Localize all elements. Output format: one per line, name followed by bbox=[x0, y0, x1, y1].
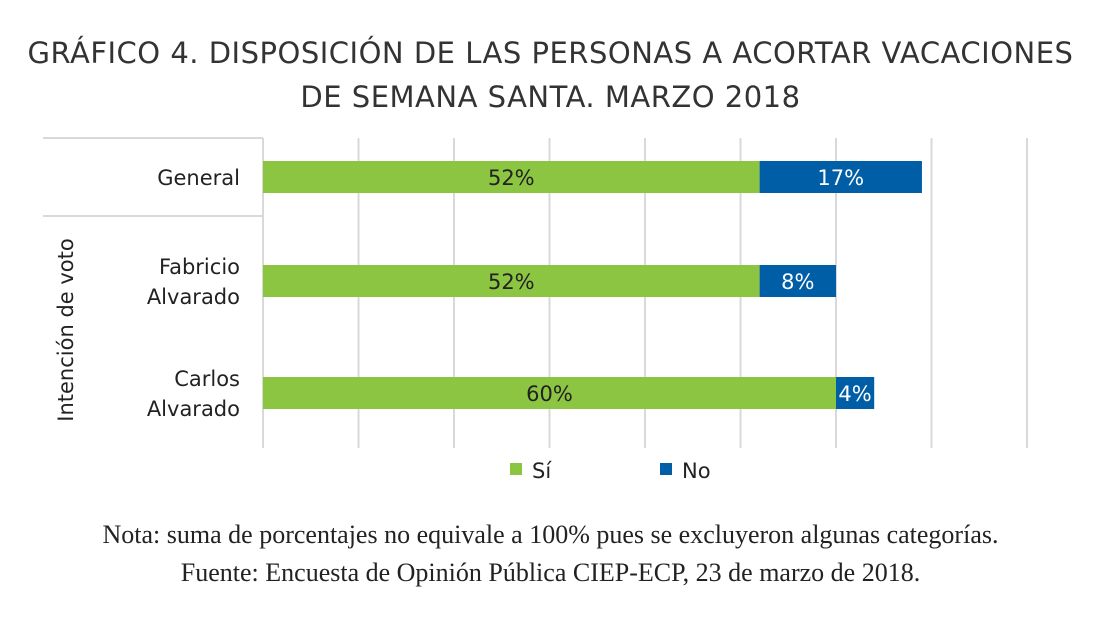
bar-no bbox=[836, 377, 875, 409]
bar-si bbox=[263, 265, 760, 297]
data-label: 17% bbox=[817, 166, 864, 190]
data-label: 4% bbox=[838, 382, 871, 406]
data-label: 52% bbox=[488, 166, 535, 190]
chart-title-line2: DE SEMANA SANTA. MARZO 2018 bbox=[300, 80, 801, 114]
data-label: 52% bbox=[488, 270, 535, 294]
bar-no bbox=[759, 161, 922, 193]
legend-label: No bbox=[682, 459, 711, 483]
bar-no bbox=[759, 265, 836, 297]
category-label: Alvarado bbox=[147, 285, 240, 309]
footnote-fuente: Fuente: Encuesta de Opinión Pública CIEP… bbox=[180, 558, 921, 587]
bar-si bbox=[263, 377, 836, 409]
category-label: Alvarado bbox=[147, 397, 240, 421]
legend-label: Sí bbox=[532, 459, 552, 483]
category-label: General bbox=[157, 166, 240, 190]
footnote-nota: Nota: suma de porcentajes no equivale a … bbox=[102, 520, 999, 549]
data-label: 60% bbox=[526, 382, 573, 406]
legend-swatch bbox=[510, 463, 522, 475]
category-label: Carlos bbox=[174, 367, 240, 391]
legend-swatch bbox=[660, 463, 672, 475]
data-label: 8% bbox=[781, 270, 814, 294]
chart-title-line1: GRÁFICO 4. DISPOSICIÓN DE LAS PERSONAS A… bbox=[27, 36, 1074, 70]
bar-si bbox=[263, 161, 760, 193]
y-axis-label: Intención de voto bbox=[54, 238, 78, 421]
category-label: Fabricio bbox=[159, 255, 240, 279]
